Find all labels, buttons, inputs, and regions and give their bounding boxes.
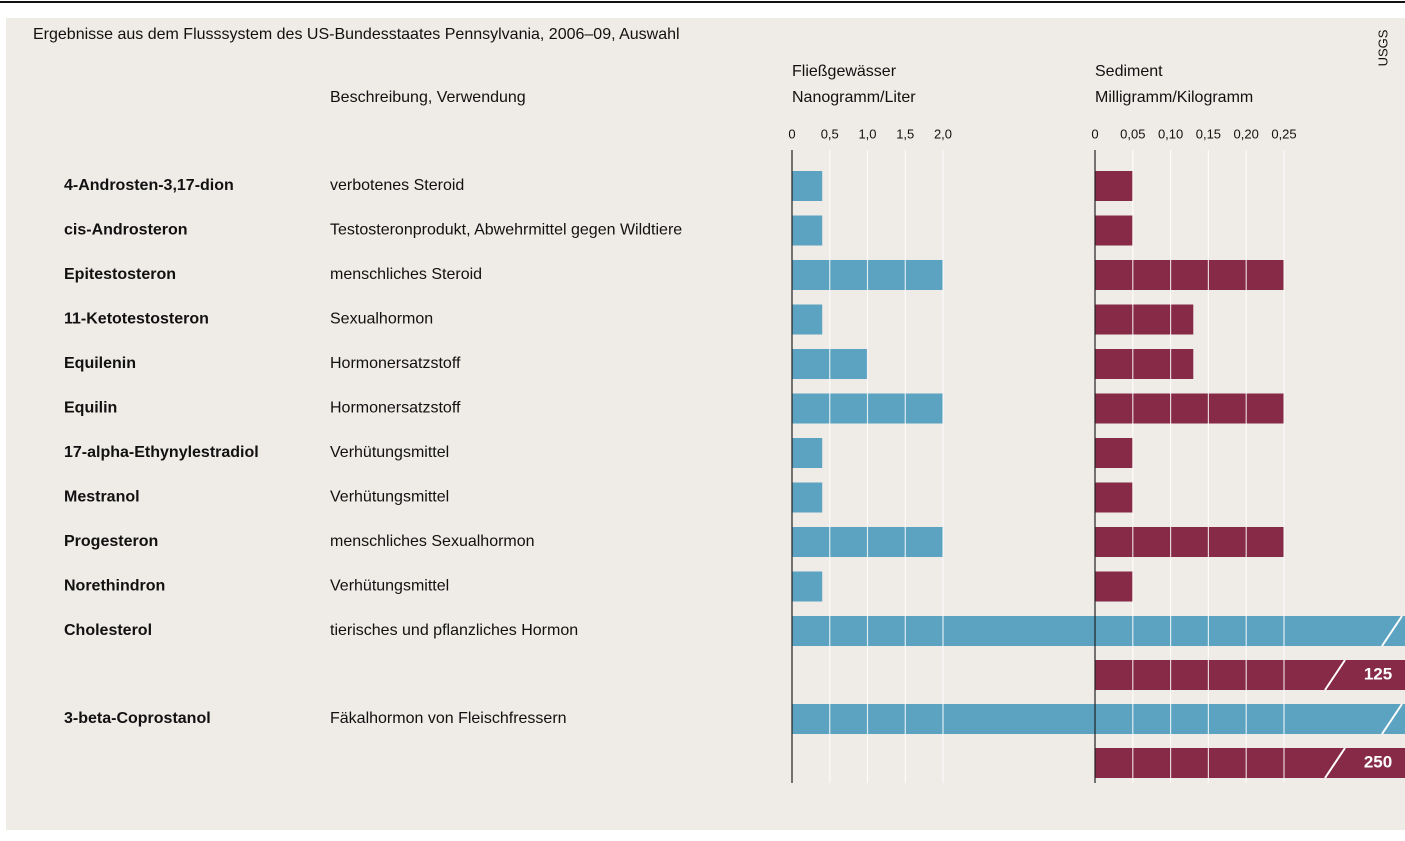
bar xyxy=(1095,171,1133,201)
column-header: Beschreibung, Verwendung xyxy=(330,89,526,106)
x-tick-label: 1,0 xyxy=(858,126,876,141)
bar xyxy=(792,304,823,335)
panel-title: Sediment xyxy=(1095,63,1163,80)
axis-break xyxy=(1324,659,1346,691)
x-tick-label: 0,05 xyxy=(1120,126,1145,141)
value-label: 250 xyxy=(1364,752,1392,771)
description: Verhütungsmittel xyxy=(330,489,449,506)
bar xyxy=(1095,660,1405,690)
description: menschliches Steroid xyxy=(330,266,482,283)
bar xyxy=(1095,748,1405,778)
bar xyxy=(1095,527,1284,557)
description: Sexualhormon xyxy=(330,311,433,328)
x-tick-label: 0,15 xyxy=(1196,126,1221,141)
x-tick-label: 0,10 xyxy=(1158,126,1183,141)
description: Testosteronprodukt, Abwehrmittel gegen W… xyxy=(330,222,682,239)
category-label: 17-alpha-Ethynylestradiol xyxy=(64,444,259,461)
panel-title: Fließgewässer xyxy=(792,63,897,80)
category-label: Norethindron xyxy=(64,578,165,595)
description: menschliches Sexualhormon xyxy=(330,533,535,550)
source: USGS xyxy=(1375,29,1390,66)
category-label: 4-Androsten-3,17-dion xyxy=(64,177,234,194)
category-label: 3-beta-Coprostanol xyxy=(64,710,211,727)
category-label: Mestranol xyxy=(64,489,140,506)
background xyxy=(6,18,1405,830)
bar xyxy=(792,482,823,513)
category-label: Equilin xyxy=(64,400,117,417)
bar xyxy=(1095,438,1133,468)
x-tick-label: 0 xyxy=(788,126,795,141)
bar xyxy=(1095,393,1284,424)
bar xyxy=(1095,571,1133,602)
bar xyxy=(1095,215,1133,246)
bar xyxy=(1095,482,1133,513)
x-tick-label: 0 xyxy=(1091,126,1098,141)
x-tick-label: 2,0 xyxy=(934,126,952,141)
x-tick-label: 0,5 xyxy=(821,126,839,141)
description: Hormonersatzstoff xyxy=(330,355,461,372)
x-tick-label: 0,20 xyxy=(1234,126,1259,141)
bar xyxy=(792,171,823,201)
bar xyxy=(792,215,823,246)
category-label: Equilenin xyxy=(64,355,136,372)
description: Verhütungsmittel xyxy=(330,444,449,461)
category-label: 11-Ketotestosteron xyxy=(64,311,209,328)
bar xyxy=(1095,304,1194,335)
description: verbotenes Steroid xyxy=(330,177,464,194)
description: Hormonersatzstoff xyxy=(330,400,461,417)
description: Verhütungsmittel xyxy=(330,578,449,595)
category-label: Progesteron xyxy=(64,533,158,550)
plot: 4-Androsten-3,17-dion verbotenes Steroid c… xyxy=(64,63,1405,783)
bar xyxy=(792,704,1405,734)
category-label: cis-Androsteron xyxy=(64,222,188,239)
bar xyxy=(1095,260,1284,290)
panel-unit: Milligramm/Kilogramm xyxy=(1095,89,1253,106)
bar xyxy=(792,571,823,602)
value-label: 125 xyxy=(1364,664,1392,683)
bar xyxy=(1095,349,1194,379)
axis-break xyxy=(1381,615,1403,647)
chart-title: Ergebnisse aus dem Flusssystem des US-Bu… xyxy=(33,26,680,43)
category-label: Epitestosteron xyxy=(64,266,176,283)
description: Fäkalhormon von Fleischfressern xyxy=(330,710,567,727)
x-tick-label: 1,5 xyxy=(896,126,914,141)
bar xyxy=(792,438,823,468)
panel-unit: Nanogramm/Liter xyxy=(792,89,916,106)
bar xyxy=(792,616,1405,646)
description: tierisches und pflanzliches Hormon xyxy=(330,622,578,639)
category-label: Cholesterol xyxy=(64,622,152,639)
axis-break xyxy=(1324,747,1346,779)
axis-break xyxy=(1381,703,1403,735)
x-tick-label: 0,25 xyxy=(1271,126,1296,141)
